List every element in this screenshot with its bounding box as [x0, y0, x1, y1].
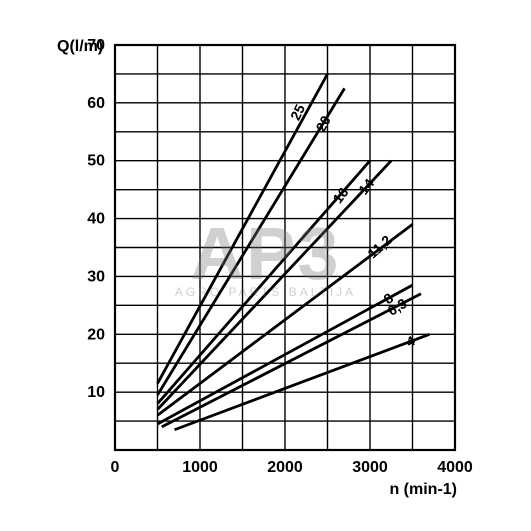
y-axis-title: Q(l/m) [57, 38, 103, 55]
x-tick-label: 3000 [352, 459, 388, 476]
y-tick-label: 20 [87, 326, 105, 343]
y-tick-label: 60 [87, 95, 105, 112]
series-label: 4 [404, 332, 418, 350]
chart-svg: 2520161411,286,3410203040506070010002000… [0, 0, 531, 531]
y-tick-label: 50 [87, 153, 105, 170]
y-tick-label: 30 [87, 268, 105, 285]
chart-container: 2520161411,286,3410203040506070010002000… [0, 0, 531, 531]
series-line [175, 334, 430, 429]
x-tick-label: 2000 [267, 459, 303, 476]
x-tick-label: 0 [111, 459, 120, 476]
y-tick-label: 40 [87, 211, 105, 228]
series-label: 20 [312, 113, 334, 135]
x-tick-label: 1000 [182, 459, 218, 476]
y-tick-label: 10 [87, 384, 105, 401]
series-line [158, 161, 392, 410]
x-tick-label: 4000 [437, 459, 473, 476]
x-axis-title: n (min-1) [389, 481, 457, 498]
series-label: 25 [287, 102, 308, 123]
